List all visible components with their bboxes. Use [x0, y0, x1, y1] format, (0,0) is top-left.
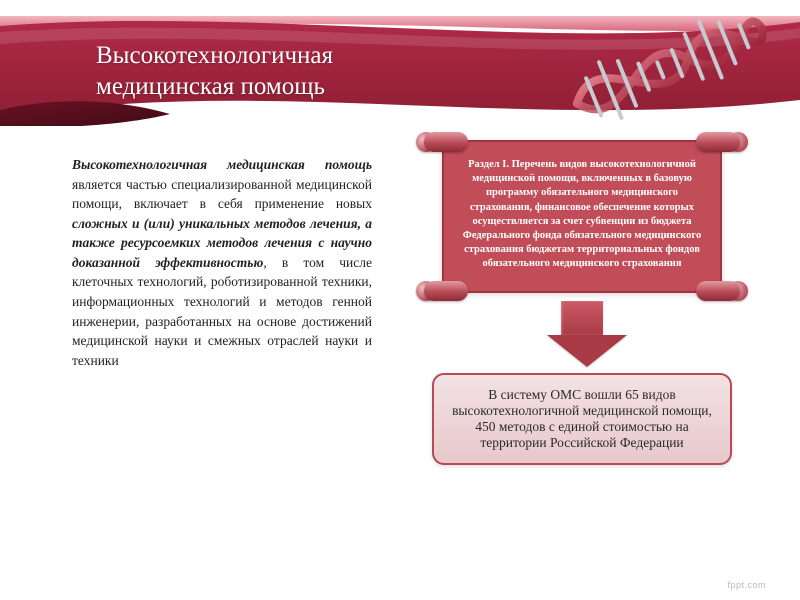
- footer-watermark: fppt.com: [727, 580, 766, 590]
- arrow-down-icon: [547, 301, 617, 367]
- oms-text: В систему ОМС вошли 65 видов высокотехно…: [452, 387, 712, 450]
- paragraph-part1: является частью специализированной медиц…: [72, 177, 372, 212]
- paragraph-lead: Высокотехнологичная медицинская помощь: [72, 157, 372, 172]
- scroll-text: Раздел I. Перечень видов высокотехнологи…: [463, 159, 701, 269]
- scroll-callout: Раздел I. Перечень видов высокотехнологи…: [442, 140, 722, 293]
- header-banner: Высокотехнологичная медицинская помощь: [0, 14, 800, 126]
- scroll-roll-icon: [696, 281, 740, 301]
- title-line-2: медицинская помощь: [96, 71, 333, 102]
- scroll-roll-icon: [424, 132, 468, 152]
- paragraph-part2: , в том числе клеточных технологий, робо…: [72, 255, 372, 368]
- oms-summary-box: В систему ОМС вошли 65 видов высокотехно…: [432, 373, 732, 465]
- main-paragraph: Высокотехнологичная медицинская помощь я…: [72, 155, 372, 370]
- right-column: Раздел I. Перечень видов высокотехнологи…: [432, 140, 732, 465]
- title-line-1: Высокотехнологичная: [96, 40, 333, 71]
- scroll-roll-icon: [696, 132, 740, 152]
- scroll-roll-icon: [424, 281, 468, 301]
- page-title: Высокотехнологичная медицинская помощь: [96, 40, 333, 103]
